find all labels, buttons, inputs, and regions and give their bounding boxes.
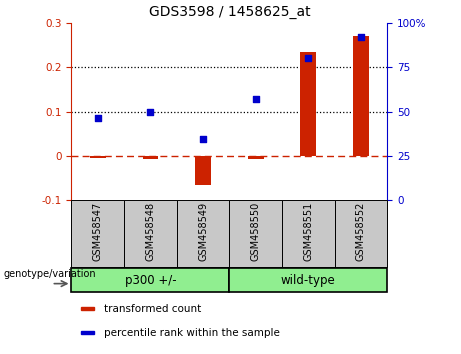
Bar: [81, 331, 94, 335]
Bar: [71, 268, 230, 292]
Bar: [229, 268, 387, 292]
Point: [199, 136, 207, 142]
Bar: [142, 156, 158, 159]
Text: GSM458550: GSM458550: [251, 202, 260, 261]
Bar: [81, 307, 94, 310]
Text: percentile rank within the sample: percentile rank within the sample: [104, 328, 279, 338]
Text: wild-type: wild-type: [281, 274, 336, 286]
Bar: [195, 156, 211, 184]
Text: GSM458547: GSM458547: [93, 202, 103, 261]
Text: GSM458549: GSM458549: [198, 202, 208, 261]
Point: [94, 115, 101, 121]
Text: GSM458551: GSM458551: [303, 202, 313, 261]
Bar: [229, 200, 282, 267]
Text: GSM458552: GSM458552: [356, 202, 366, 261]
Bar: [248, 156, 264, 159]
Text: transformed count: transformed count: [104, 304, 201, 314]
Bar: [335, 200, 387, 267]
Text: GSM458548: GSM458548: [145, 202, 155, 261]
Bar: [124, 200, 177, 267]
Bar: [71, 200, 124, 267]
Bar: [177, 200, 229, 267]
Bar: [353, 36, 369, 156]
Bar: [301, 52, 316, 156]
Point: [357, 34, 365, 40]
Point: [305, 55, 312, 60]
Point: [147, 110, 154, 115]
Text: genotype/variation: genotype/variation: [4, 269, 96, 279]
Point: [252, 96, 260, 102]
Title: GDS3598 / 1458625_at: GDS3598 / 1458625_at: [148, 5, 310, 19]
Bar: [90, 156, 106, 158]
Bar: [282, 200, 335, 267]
Text: p300 +/-: p300 +/-: [124, 274, 176, 286]
